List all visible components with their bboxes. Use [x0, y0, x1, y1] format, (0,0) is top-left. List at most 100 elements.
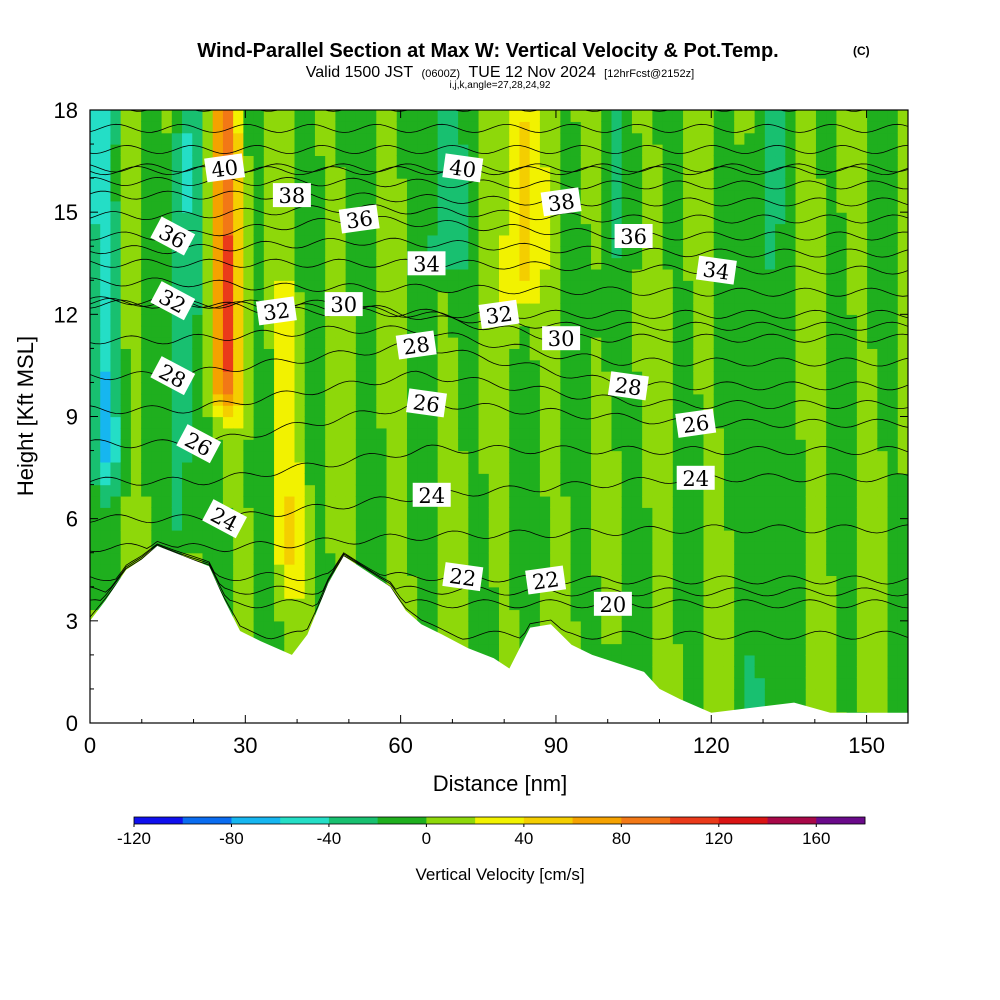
velocity-cell	[815, 666, 827, 679]
velocity-cell	[437, 314, 449, 327]
velocity-cell	[253, 484, 265, 497]
velocity-cell	[90, 348, 101, 361]
velocity-cell	[560, 110, 572, 122]
velocity-cell	[764, 132, 776, 145]
velocity-cell	[642, 166, 653, 179]
velocity-cell	[805, 337, 817, 349]
velocity-cell	[693, 246, 705, 259]
velocity-cell	[795, 223, 807, 236]
velocity-cell	[897, 268, 908, 281]
velocity-cell	[713, 371, 725, 384]
velocity-cell	[611, 280, 623, 293]
velocity-cell	[672, 632, 684, 645]
velocity-cell	[386, 189, 398, 202]
velocity-cell	[693, 393, 705, 406]
velocity-cell	[713, 144, 725, 157]
velocity-cell	[182, 178, 193, 191]
velocity-cell	[171, 110, 183, 122]
velocity-cell	[754, 155, 766, 168]
velocity-cell	[233, 461, 244, 474]
velocity-cell	[539, 461, 551, 474]
velocity-cell	[212, 484, 224, 497]
velocity-cell	[723, 620, 735, 633]
velocity-cell	[396, 507, 408, 520]
velocity-cell	[826, 189, 838, 202]
velocity-cell	[284, 416, 296, 429]
velocity-cell	[110, 246, 122, 259]
velocity-cell	[580, 427, 592, 440]
velocity-cell	[826, 314, 838, 327]
velocity-cell	[723, 382, 735, 395]
velocity-cell	[672, 234, 684, 247]
velocity-cell	[775, 484, 786, 497]
contour-label-box	[324, 292, 363, 317]
velocity-cell	[815, 564, 827, 577]
velocity-cell	[785, 337, 797, 349]
velocity-cell	[284, 155, 296, 168]
velocity-cell	[478, 325, 490, 338]
velocity-cell	[212, 405, 224, 418]
velocity-cell	[723, 586, 735, 599]
velocity-cell	[417, 586, 429, 599]
velocity-cell	[580, 348, 592, 361]
velocity-cell	[683, 132, 694, 145]
velocity-cell	[406, 132, 418, 145]
velocity-cell	[856, 348, 868, 361]
velocity-cell	[815, 382, 827, 395]
velocity-cell	[856, 643, 868, 656]
velocity-cell	[222, 325, 234, 338]
velocity-cell	[478, 291, 490, 304]
velocity-cell	[887, 132, 899, 145]
velocity-cell	[478, 598, 490, 611]
velocity-cell	[764, 620, 776, 633]
velocity-cell	[355, 110, 367, 122]
velocity-cell	[294, 586, 306, 599]
theta-contour	[90, 144, 908, 155]
velocity-cell	[355, 495, 367, 508]
velocity-cell	[652, 121, 664, 134]
velocity-cell	[672, 110, 684, 122]
velocity-cell	[447, 121, 459, 134]
velocity-cell	[867, 632, 878, 645]
velocity-cell	[243, 473, 255, 486]
velocity-cell	[877, 268, 889, 281]
velocity-cell	[631, 110, 643, 122]
velocity-cell	[877, 598, 889, 611]
velocity-cell	[499, 450, 510, 463]
velocity-cell	[723, 234, 735, 247]
velocity-cell	[427, 461, 439, 474]
velocity-cell	[478, 144, 490, 157]
velocity-cell	[754, 530, 766, 542]
theta-contour	[90, 524, 908, 553]
velocity-cell	[437, 416, 449, 429]
velocity-cell	[713, 132, 725, 145]
velocity-cell	[274, 132, 285, 145]
velocity-cell	[376, 507, 388, 520]
velocity-cell	[672, 382, 684, 395]
contour-label-box	[204, 153, 246, 183]
velocity-cell	[130, 223, 142, 236]
velocity-cell	[488, 586, 500, 599]
velocity-cell	[253, 416, 265, 429]
velocity-cell	[877, 700, 889, 713]
velocity-cell	[304, 609, 316, 622]
velocity-cell	[539, 609, 551, 622]
velocity-cell	[171, 144, 183, 157]
velocity-cell	[846, 212, 858, 225]
velocity-cell	[642, 416, 653, 429]
velocity-cell	[867, 530, 878, 542]
velocity-cell	[642, 121, 653, 134]
velocity-cell	[856, 223, 868, 236]
velocity-cell	[642, 495, 653, 508]
velocity-cell	[897, 200, 908, 213]
velocity-cell	[550, 302, 561, 315]
velocity-cell	[856, 212, 868, 225]
velocity-cell	[764, 371, 776, 384]
velocity-cell	[519, 110, 531, 122]
velocity-cell	[764, 643, 776, 656]
velocity-cell	[447, 609, 459, 622]
velocity-cell	[652, 677, 664, 690]
velocity-cell	[846, 598, 858, 611]
velocity-cell	[887, 495, 899, 508]
velocity-cell	[253, 473, 265, 486]
